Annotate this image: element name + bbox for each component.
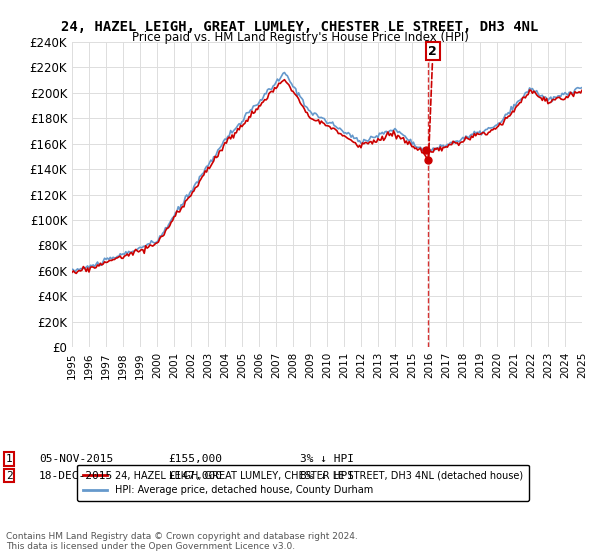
Text: £147,000: £147,000 (168, 471, 222, 481)
Text: Price paid vs. HM Land Registry's House Price Index (HPI): Price paid vs. HM Land Registry's House … (131, 31, 469, 44)
Text: 8% ↓ HPI: 8% ↓ HPI (300, 471, 354, 481)
Text: Contains HM Land Registry data © Crown copyright and database right 2024.
This d: Contains HM Land Registry data © Crown c… (6, 532, 358, 552)
Text: 2: 2 (6, 471, 13, 481)
Text: 3% ↓ HPI: 3% ↓ HPI (300, 454, 354, 464)
Text: 24, HAZEL LEIGH, GREAT LUMLEY, CHESTER LE STREET, DH3 4NL: 24, HAZEL LEIGH, GREAT LUMLEY, CHESTER L… (61, 20, 539, 34)
Legend: 24, HAZEL LEIGH, GREAT LUMLEY, CHESTER LE STREET, DH3 4NL (detached house), HPI:: 24, HAZEL LEIGH, GREAT LUMLEY, CHESTER L… (77, 464, 529, 501)
Text: 2: 2 (428, 45, 437, 157)
Text: 05-NOV-2015: 05-NOV-2015 (39, 454, 113, 464)
Text: £155,000: £155,000 (168, 454, 222, 464)
Text: 18-DEC-2015: 18-DEC-2015 (39, 471, 113, 481)
Text: 1: 1 (6, 454, 13, 464)
